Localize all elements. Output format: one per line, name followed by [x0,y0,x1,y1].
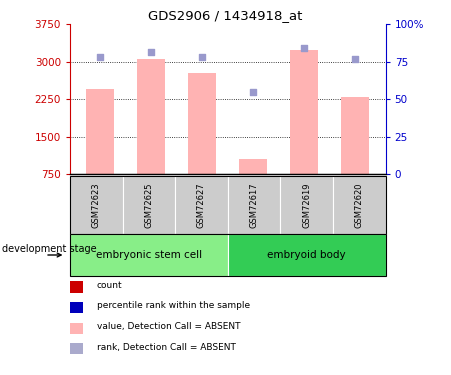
Bar [138,59,166,174]
Text: count: count [97,281,123,290]
Text: GSM72627: GSM72627 [197,183,206,228]
Text: GSM72617: GSM72617 [249,183,258,228]
Point [249,89,257,95]
Bar [290,50,318,174]
Text: rank, Detection Call = ABSENT: rank, Detection Call = ABSENT [97,343,236,352]
Point [148,49,155,55]
Text: development stage: development stage [2,244,97,254]
Text: percentile rank within the sample: percentile rank within the sample [97,302,250,310]
Point [199,54,206,60]
Text: embryonic stem cell: embryonic stem cell [96,250,202,260]
Bar [239,159,267,174]
Text: GSM72625: GSM72625 [144,183,153,228]
Bar [87,89,115,174]
Point [300,45,308,51]
Text: GDS2906 / 1434918_at: GDS2906 / 1434918_at [148,9,303,22]
Text: embryoid body: embryoid body [267,250,346,260]
Text: GSM72620: GSM72620 [355,183,364,228]
Point [97,54,104,60]
Bar [341,97,369,174]
Text: GSM72623: GSM72623 [92,183,101,228]
Bar [189,73,216,174]
Point [351,56,359,62]
Text: GSM72619: GSM72619 [302,183,311,228]
Text: value, Detection Call = ABSENT: value, Detection Call = ABSENT [97,322,240,331]
